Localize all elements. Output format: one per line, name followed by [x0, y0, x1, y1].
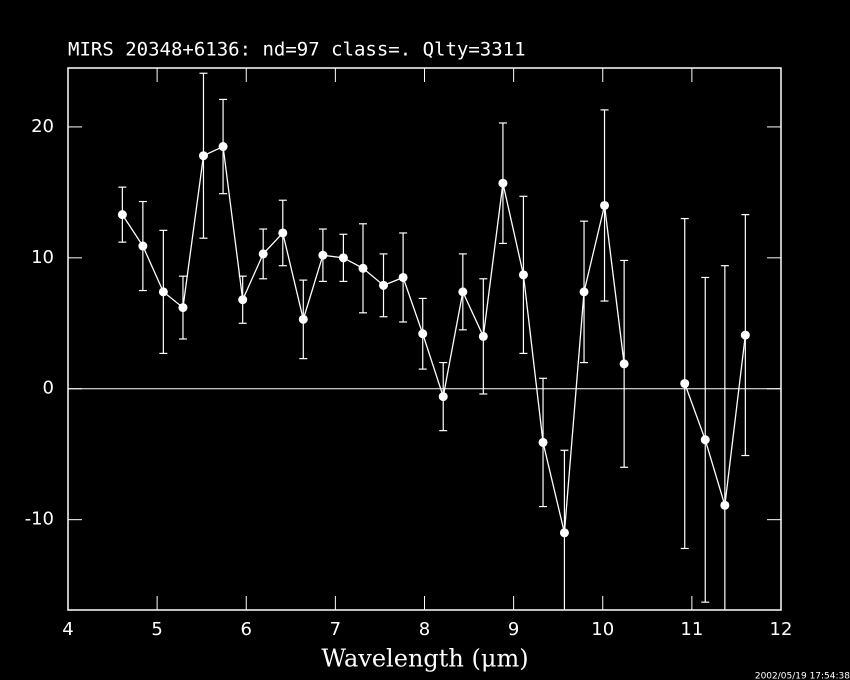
data-point — [700, 435, 710, 445]
data-point — [418, 329, 428, 339]
x-tick-label: 7 — [330, 619, 341, 640]
data-point — [559, 528, 569, 538]
chart-title: MIRS 20348+6136: nd=97 class=. Qlty=3311 — [68, 39, 526, 61]
timestamp: 2002/05/19 17:54:38 — [755, 672, 850, 680]
x-tick-label: 10 — [591, 619, 614, 640]
x-tick-label: 11 — [680, 619, 703, 640]
x-tick-label: 9 — [508, 619, 519, 640]
data-point — [258, 249, 268, 259]
data-point — [398, 272, 408, 282]
y-tick-label: 20 — [31, 116, 54, 137]
data-point — [458, 287, 468, 297]
data-point — [318, 250, 328, 260]
data-point — [619, 359, 629, 369]
data-point — [158, 287, 168, 297]
x-tick-label: 5 — [151, 619, 162, 640]
data-point — [338, 253, 348, 263]
data-point — [498, 178, 508, 188]
data-point — [138, 241, 148, 251]
x-tick-label: 12 — [770, 619, 793, 640]
data-point — [478, 331, 488, 341]
data-point — [438, 392, 448, 402]
data-point — [680, 379, 690, 389]
data-point — [379, 280, 389, 290]
y-tick-label: -10 — [25, 509, 54, 530]
data-point — [117, 210, 127, 220]
x-tick-label: 4 — [62, 619, 73, 640]
data-point — [238, 295, 248, 305]
data-point — [358, 263, 368, 273]
data-point — [740, 330, 750, 340]
data-point — [218, 142, 228, 152]
data-point — [198, 151, 208, 161]
data-point — [579, 287, 589, 297]
y-tick-label: 0 — [43, 378, 54, 399]
x-tick-label: 6 — [241, 619, 252, 640]
data-point — [278, 228, 288, 238]
data-line — [121, 145, 746, 533]
data-point — [538, 437, 548, 447]
y-tick-label: 10 — [31, 247, 54, 268]
data-point — [298, 314, 308, 324]
data-point — [600, 200, 610, 210]
x-tick-label: 8 — [419, 619, 430, 640]
data-point — [720, 500, 730, 510]
data-point — [178, 303, 188, 313]
x-axis-label: Wavelength (μm) — [321, 645, 528, 673]
data-point — [518, 270, 528, 280]
